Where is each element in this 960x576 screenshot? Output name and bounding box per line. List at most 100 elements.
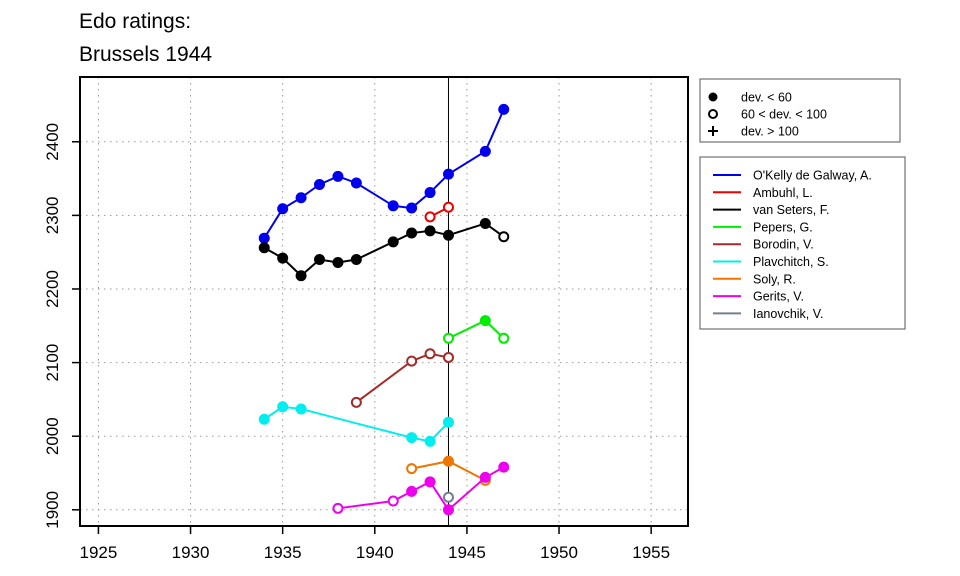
data-point — [406, 227, 418, 239]
data-point — [498, 231, 510, 243]
x-tick-label: 1925 — [80, 543, 118, 562]
legend-marker-filled — [708, 92, 718, 102]
series-group — [258, 401, 454, 447]
x-tick-label: 1950 — [540, 543, 578, 562]
legend-label: Soly, R. — [753, 272, 796, 286]
legend-label: dev. < 60 — [741, 91, 792, 105]
data-point — [387, 200, 399, 212]
legend-marker-plus — [708, 126, 718, 136]
data-point — [314, 254, 326, 266]
y-tick-label: 2200 — [43, 270, 62, 308]
data-point — [424, 225, 436, 237]
data-point — [442, 229, 454, 241]
series-group — [442, 315, 510, 344]
data-point — [258, 413, 270, 425]
legend-label: dev. > 100 — [741, 125, 799, 139]
data-point — [479, 217, 491, 229]
y-tick-label: 2300 — [43, 196, 62, 234]
series-legend-box — [699, 156, 906, 330]
series-group — [258, 217, 510, 282]
legend-label: Gerits, V. — [753, 290, 804, 304]
data-point — [442, 416, 454, 428]
series-group — [258, 103, 510, 244]
data-point — [406, 485, 418, 497]
grid-lines — [80, 77, 688, 526]
y-tick-label: 1900 — [43, 491, 62, 529]
data-point — [424, 435, 436, 447]
legend-label: van Seters, F. — [753, 203, 829, 217]
x-tick-label: 1930 — [172, 543, 210, 562]
data-point — [442, 491, 454, 503]
plot-frame — [79, 76, 689, 527]
data-point — [498, 332, 510, 344]
data-point — [295, 270, 307, 282]
data-point — [258, 242, 270, 254]
data-point — [442, 201, 454, 213]
data-point — [442, 504, 454, 516]
legend-label: Ianovchik, V. — [753, 307, 823, 321]
chart-title-line-1: Edo ratings: — [79, 10, 191, 33]
data-point — [332, 502, 344, 514]
chart-title-line-2: Brussels 1944 — [79, 43, 212, 66]
series-legend: O'Kelly de Galway, A. Ambuhl, L. van Seter… — [699, 156, 906, 330]
data-point — [350, 396, 362, 408]
legend-label: O'Kelly de Galway, A. — [753, 169, 872, 183]
data-point — [442, 351, 454, 363]
legend-marker-open — [708, 109, 718, 119]
data-point — [350, 254, 362, 266]
data-point — [295, 192, 307, 204]
series-line — [448, 319, 505, 340]
series-group — [442, 491, 454, 503]
data-point — [498, 103, 510, 115]
data-point — [498, 461, 510, 473]
data-point — [277, 401, 289, 413]
series-group — [332, 461, 510, 516]
data-point — [314, 178, 326, 190]
series-line — [355, 352, 449, 404]
series-group — [258, 103, 510, 516]
x-axis: 1925 1930 1935 1940 1945 1950 1955 — [80, 526, 670, 562]
data-point — [406, 202, 418, 214]
x-tick-label: 1940 — [356, 543, 394, 562]
data-point — [277, 252, 289, 264]
y-tick-label: 2000 — [43, 417, 62, 455]
data-point — [442, 455, 454, 467]
data-point — [406, 355, 418, 367]
data-point — [258, 232, 270, 244]
legend-label: Ambuhl, L. — [753, 186, 813, 200]
data-point — [387, 495, 399, 507]
x-tick-label: 1955 — [632, 543, 670, 562]
data-point — [387, 236, 399, 248]
x-tick-label: 1945 — [448, 543, 486, 562]
marker-legend-box — [699, 78, 901, 143]
series-group — [350, 348, 454, 408]
y-tick-label: 2100 — [43, 344, 62, 382]
x-tick-label: 1935 — [264, 543, 302, 562]
data-point — [406, 432, 418, 444]
data-point — [424, 348, 436, 360]
y-tick-label: 2400 — [43, 123, 62, 161]
legend-label: Borodin, V. — [753, 238, 814, 252]
data-point — [332, 170, 344, 182]
data-point — [332, 256, 344, 268]
data-point — [442, 168, 454, 180]
data-point — [424, 211, 436, 223]
series-line — [263, 222, 505, 278]
data-point — [350, 177, 362, 189]
data-point — [295, 403, 307, 415]
data-point — [277, 203, 289, 215]
data-point — [406, 463, 418, 475]
series-line — [337, 466, 505, 512]
data-point — [424, 476, 436, 488]
legend-label: Pepers, G. — [753, 220, 813, 234]
data-point — [479, 315, 491, 327]
data-point — [479, 471, 491, 483]
marker-legend: dev. < 60 60 < dev. < 100 dev. > 100 — [699, 78, 901, 143]
legend-label: Plavchitch, S. — [753, 255, 829, 269]
y-axis: 1900 2000 2100 2200 2300 2400 — [43, 123, 80, 529]
data-point — [442, 332, 454, 344]
legend-label: 60 < dev. < 100 — [741, 108, 827, 122]
data-point — [424, 187, 436, 199]
data-point — [479, 145, 491, 157]
